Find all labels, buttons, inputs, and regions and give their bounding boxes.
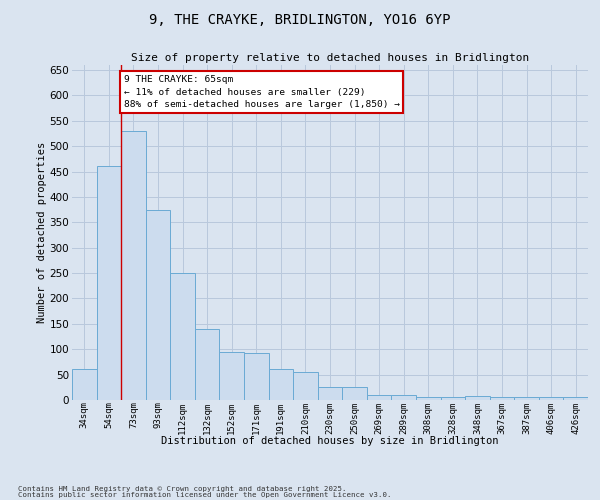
Bar (416, 398, 440, 400)
Text: 9 THE CRAYKE: 65sqm
← 11% of detached houses are smaller (229)
88% of semi-detac: 9 THE CRAYKE: 65sqm ← 11% of detached ho… (124, 75, 400, 109)
Y-axis label: Number of detached properties: Number of detached properties (37, 142, 47, 323)
Bar (367, 395, 391, 400)
Title: Size of property relative to detached houses in Bridlington: Size of property relative to detached ho… (131, 53, 529, 63)
Bar (465, 396, 490, 400)
Bar (318, 388, 342, 400)
Bar (72, 368, 97, 400)
Bar (539, 398, 563, 400)
Bar (391, 395, 416, 400)
Bar (170, 273, 195, 400)
Bar (97, 166, 121, 400)
Bar (269, 368, 293, 400)
Bar (563, 398, 588, 400)
Bar (514, 398, 539, 400)
Bar (195, 329, 220, 400)
Bar (121, 131, 146, 400)
Bar (440, 398, 465, 400)
X-axis label: Distribution of detached houses by size in Bridlington: Distribution of detached houses by size … (161, 436, 499, 446)
Bar (220, 352, 244, 400)
Bar (293, 372, 318, 400)
Bar (490, 398, 514, 400)
Bar (146, 210, 170, 400)
Text: 9, THE CRAYKE, BRIDLINGTON, YO16 6YP: 9, THE CRAYKE, BRIDLINGTON, YO16 6YP (149, 12, 451, 26)
Text: Contains HM Land Registry data © Crown copyright and database right 2025.
Contai: Contains HM Land Registry data © Crown c… (18, 486, 392, 498)
Bar (244, 354, 269, 400)
Bar (342, 388, 367, 400)
